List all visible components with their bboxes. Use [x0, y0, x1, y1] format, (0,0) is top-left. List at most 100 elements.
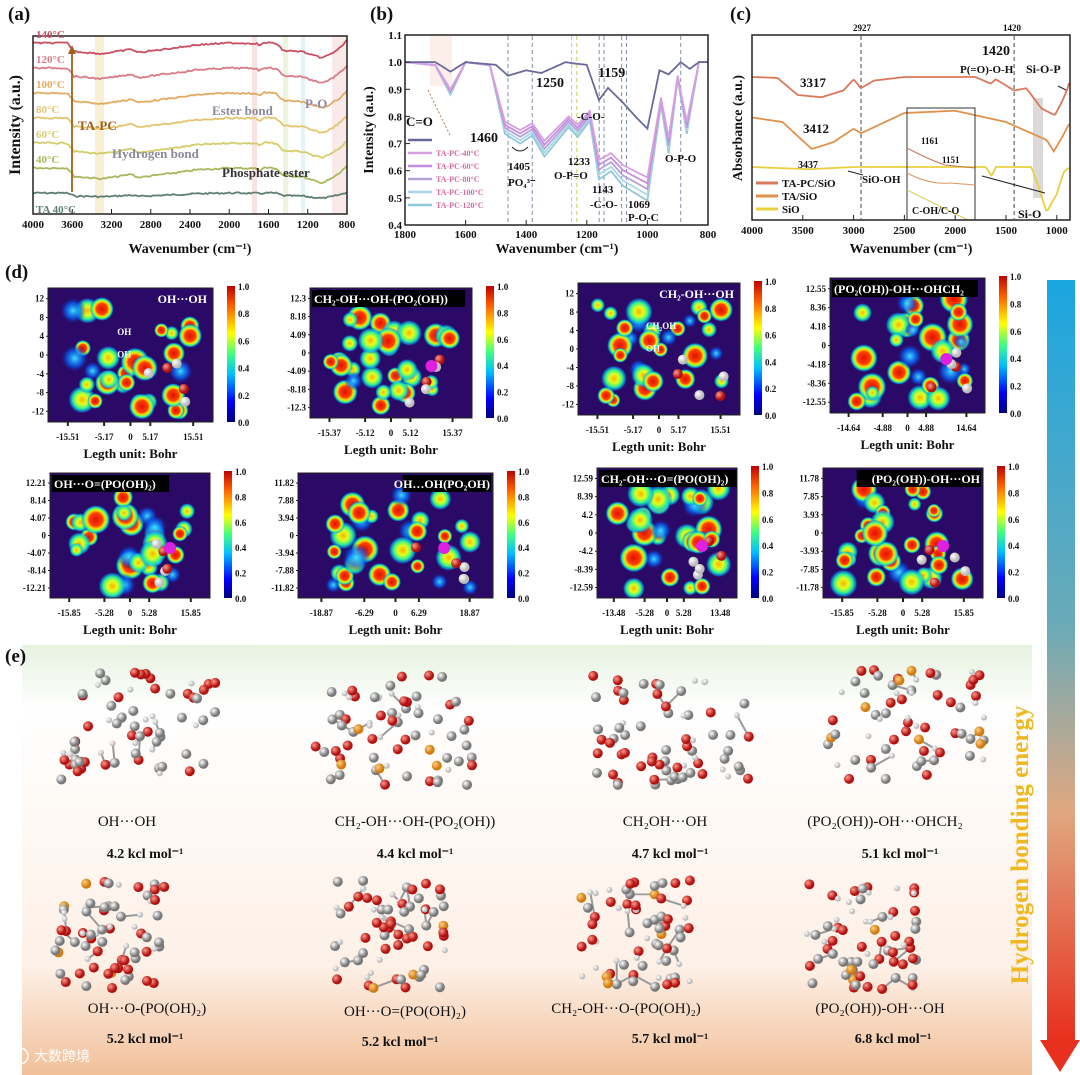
atom-marker	[171, 358, 182, 369]
atom	[684, 875, 695, 886]
c-o-pointer	[427, 89, 451, 136]
atom	[654, 679, 665, 690]
atom	[636, 761, 647, 772]
y-tick-label: 12.21	[26, 478, 47, 488]
annotation-1161: 1161	[921, 136, 939, 146]
y-tick-label: -8.18	[287, 384, 306, 394]
heatmap-2: CH₂-OH···OH CH₂OH OH 12 8 4 0 -4 -8 -12 -15.51 -5.1…	[562, 277, 777, 454]
atom	[424, 670, 435, 681]
atom	[383, 762, 390, 769]
colorbar-tick-label: 0.8	[235, 492, 247, 502]
atom	[650, 981, 661, 992]
x-tick-label: 3200	[101, 219, 124, 231]
atom	[980, 756, 987, 763]
y-tick-label: 0.8	[388, 111, 402, 123]
x-tick-label: -15.51	[56, 432, 80, 442]
atom	[850, 754, 861, 765]
atom	[838, 689, 845, 696]
colorbar-tick-label: 0.0	[762, 594, 774, 604]
atom	[142, 726, 153, 737]
colorbar-tick-label: 0.2	[238, 391, 250, 401]
annotation-1405: 1405	[508, 161, 531, 173]
atom	[137, 911, 144, 918]
series-label: 60°C	[36, 129, 59, 141]
atom	[918, 745, 929, 756]
atom	[865, 754, 876, 765]
density-blob	[69, 542, 84, 558]
title-background	[856, 470, 981, 487]
atom	[115, 881, 122, 888]
atom	[141, 975, 152, 986]
atom	[719, 766, 726, 773]
inset-curve	[906, 172, 976, 186]
atom	[393, 929, 404, 940]
y-tick-label: -7.85	[800, 564, 819, 574]
atom	[934, 747, 945, 758]
density-blob	[395, 319, 423, 347]
inset-curve	[906, 189, 969, 221]
y-tick-label: 0	[570, 344, 575, 354]
atom	[725, 773, 732, 780]
density-blob	[98, 369, 119, 390]
atom	[342, 740, 353, 751]
atom	[92, 946, 103, 957]
atom	[974, 670, 985, 681]
atom	[876, 716, 883, 723]
atom	[310, 741, 321, 752]
atom	[849, 886, 860, 897]
atom	[733, 712, 740, 719]
density-blob	[612, 347, 628, 363]
atom	[620, 730, 631, 741]
x-tick-label: 3500	[792, 225, 815, 237]
x-axis-title: Legth unit: Bohr	[861, 437, 955, 452]
atom-marker	[694, 390, 705, 401]
x-axis-title: Legth unit: Bohr	[856, 622, 950, 637]
annotation-si-o: Si-O	[1018, 207, 1041, 221]
series-line-2	[751, 166, 1070, 212]
atom	[743, 731, 754, 742]
atom	[654, 759, 665, 770]
atom	[864, 950, 871, 957]
heatmap-3: (PO₂(OH))-OH···OHCH₂ 12.55 8.36 4.18 0 -4.18 -…	[803, 272, 1022, 452]
colorbar-tick-label: 0.2	[497, 388, 509, 398]
density-blob	[659, 328, 678, 347]
atom	[661, 955, 672, 966]
atom	[877, 911, 888, 922]
atom	[133, 882, 144, 893]
structure-3: (PO₂(OH))-OH···OHCH₂ 5.1 kcl mol⁻¹	[807, 665, 989, 862]
title-background	[599, 470, 737, 487]
atom-marker	[929, 577, 940, 588]
colorbar	[754, 281, 762, 415]
atom	[59, 754, 70, 765]
atom	[123, 943, 130, 950]
atom	[907, 979, 918, 990]
x-tick-label: 5.28	[914, 608, 930, 618]
title-background	[52, 475, 170, 492]
x-tick-label: 1200	[576, 229, 599, 241]
series-line-5	[33, 65, 348, 84]
density-blob	[428, 487, 452, 511]
atom	[97, 924, 108, 935]
atom	[827, 948, 838, 959]
atom	[347, 685, 358, 696]
colorbar-tick-label: 0.6	[497, 335, 509, 345]
atom	[332, 876, 343, 887]
atom	[126, 730, 137, 741]
series-line-ta	[405, 60, 708, 131]
atom	[346, 694, 353, 701]
series-label: TA 40°C	[36, 204, 76, 216]
atom	[674, 924, 685, 935]
atom	[920, 722, 931, 733]
highlight-band	[430, 36, 452, 86]
annotation-phosphate-ester: Phosphate ester	[222, 165, 310, 180]
atom	[662, 914, 673, 925]
binding-energy: 5.2 kcl mol⁻¹	[362, 1035, 439, 1050]
structure-6: CH₂-OH···O-(PO(OH)₂) 5.7 kcl mol⁻¹	[551, 875, 708, 1047]
atom-marker	[162, 563, 173, 574]
atom	[902, 717, 913, 728]
atom	[592, 890, 599, 897]
density-blob	[410, 558, 426, 574]
atom	[422, 941, 433, 952]
atom	[407, 931, 418, 942]
density-blob	[458, 530, 482, 554]
